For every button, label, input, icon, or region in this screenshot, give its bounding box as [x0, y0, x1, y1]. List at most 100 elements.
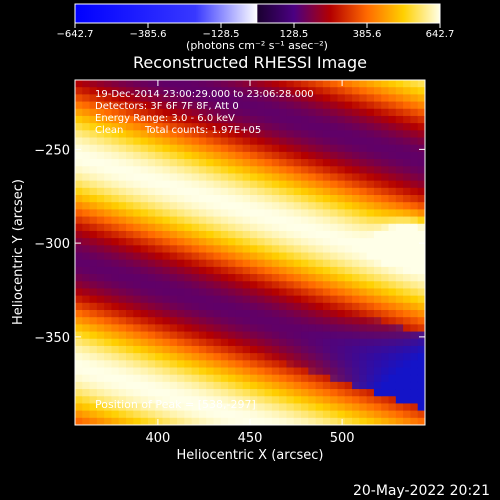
heatmap-cell [301, 317, 309, 325]
heatmap-cell [373, 345, 382, 354]
heatmap-cell [198, 94, 207, 103]
heatmap-cell [308, 195, 317, 203]
heatmap-cell [220, 144, 229, 153]
heatmap-cell [104, 259, 113, 268]
heatmap-cell [235, 173, 244, 182]
heatmap-cell [198, 245, 207, 254]
heatmap-cell [198, 345, 207, 354]
heatmap-cell [133, 317, 142, 325]
heatmap-cell [366, 209, 375, 218]
heatmap-cell [169, 209, 178, 218]
heatmap-cell [96, 101, 105, 110]
heatmap-cell [395, 381, 404, 390]
heatmap-cell [228, 173, 237, 182]
heatmap-cell [184, 137, 193, 146]
heatmap-cell [373, 108, 382, 117]
heatmap-cell [162, 130, 171, 139]
heatmap-cell [271, 295, 280, 304]
heatmap-cell [322, 324, 331, 333]
heatmap-cell [286, 317, 295, 325]
heatmap-cell [184, 216, 193, 225]
heatmap-cell [403, 396, 412, 405]
heatmap-cell [344, 345, 353, 354]
heatmap-cell [235, 417, 244, 425]
heatmap-cell [89, 324, 98, 333]
heatmap-cell [220, 274, 229, 282]
heatmap-cell [228, 295, 237, 304]
heatmap-cell [228, 338, 237, 347]
heatmap-cell [228, 266, 237, 275]
heatmap-cell [206, 166, 215, 175]
heatmap-cell [228, 324, 237, 333]
heatmap-cell [133, 288, 142, 297]
heatmap-cell [133, 101, 142, 110]
heatmap-cell [293, 403, 302, 412]
heatmap-cell [330, 202, 339, 210]
heatmap-cell [147, 360, 156, 369]
heatmap-cell [264, 238, 273, 246]
heatmap-cell [213, 159, 222, 167]
heatmap-cell [286, 216, 295, 225]
heatmap-cell [271, 115, 280, 124]
heatmap-cell [403, 324, 412, 333]
heatmap-cell [155, 137, 164, 146]
heatmap-cell [242, 338, 251, 347]
heatmap-cell [330, 360, 339, 369]
heatmap-cell [395, 281, 404, 290]
heatmap-cell [184, 310, 193, 318]
heatmap-cell [381, 259, 390, 268]
heatmap-cell [191, 259, 200, 268]
heatmap-cell [242, 245, 251, 254]
heatmap-cell [82, 187, 91, 196]
heatmap-cell [184, 195, 193, 203]
heatmap-cell [410, 115, 419, 124]
heatmap-cell [293, 266, 302, 275]
heatmap-cell [155, 151, 164, 160]
heatmap-cell [111, 130, 120, 139]
heatmap-cell [140, 159, 149, 167]
heatmap-cell [235, 396, 244, 405]
heatmap-cell [322, 295, 331, 304]
heatmap-cell [111, 223, 120, 232]
heatmap-cell [147, 230, 156, 239]
heatmap-cell [89, 230, 98, 239]
heatmap-cell [147, 238, 156, 246]
heatmap-cell [96, 230, 105, 239]
heatmap-cell [242, 259, 251, 268]
heatmap-cell [366, 159, 375, 167]
heatmap-cell [184, 381, 193, 390]
heatmap-cell [184, 274, 193, 282]
heatmap-cell [198, 202, 207, 210]
heatmap-cell [213, 389, 222, 397]
heatmap-cell [191, 137, 200, 146]
heatmap-cell [184, 360, 193, 369]
heatmap-cell [96, 295, 105, 304]
heatmap-cell [104, 410, 113, 419]
heatmap-cell [228, 94, 237, 103]
heatmap-cell [228, 230, 237, 239]
heatmap-cell [235, 137, 244, 146]
heatmap-cell [198, 338, 207, 347]
heatmap-cell [126, 130, 134, 139]
heatmap-cell [271, 173, 280, 182]
heatmap-cell [104, 159, 113, 167]
heatmap-cell [417, 417, 425, 425]
heatmap-cell [410, 87, 419, 95]
heatmap-cell [169, 101, 178, 110]
heatmap-cell [96, 381, 105, 390]
heatmap-cell [301, 159, 309, 167]
heatmap-cell [359, 223, 368, 232]
heatmap-cell [191, 166, 200, 175]
heatmap-cell [250, 295, 258, 304]
heatmap-cell [133, 353, 142, 361]
heatmap-cell [177, 281, 185, 290]
heatmap-cell [344, 403, 353, 412]
heatmap-cell [242, 281, 251, 290]
heatmap-cell [213, 302, 222, 311]
heatmap-cell [191, 338, 200, 347]
heatmap-cell [140, 173, 149, 182]
heatmap-cell [395, 295, 404, 304]
heatmap-cell [82, 410, 91, 419]
heatmap-cell [410, 302, 419, 311]
heatmap-cell [118, 345, 127, 354]
